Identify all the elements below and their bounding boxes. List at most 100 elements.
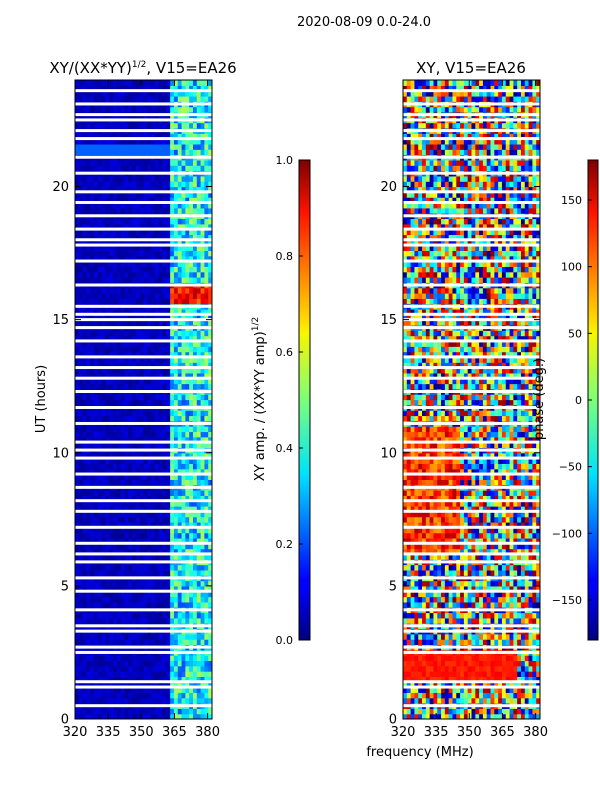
heatmap-cell <box>97 271 103 278</box>
heatmap-cell <box>97 697 103 704</box>
heatmap-cell <box>90 362 95 369</box>
heatmap-cell <box>467 639 473 646</box>
heatmap-cell <box>173 250 179 257</box>
heatmap-cell <box>151 351 156 358</box>
heatmap-cell <box>200 149 205 156</box>
heatmap-cell <box>185 308 190 315</box>
flagged-row <box>75 499 212 503</box>
heatmap-cell <box>113 335 118 342</box>
heatmap-cell <box>418 665 423 672</box>
heatmap-cell <box>147 197 152 204</box>
heatmap-cell <box>177 95 183 102</box>
heatmap-cell <box>441 713 446 719</box>
heatmap-cell <box>113 138 118 145</box>
heatmap-cell <box>135 287 141 294</box>
heatmap-cell <box>192 692 198 699</box>
heatmap-cell <box>475 687 480 693</box>
heatmap-cell <box>124 452 129 459</box>
heatmap-cell <box>139 410 145 417</box>
heatmap-cell <box>143 490 148 496</box>
heatmap-cell <box>139 122 145 129</box>
heatmap-cell <box>109 367 114 374</box>
heatmap-cell <box>173 330 179 337</box>
heatmap-cell <box>475 671 480 677</box>
heatmap-cell <box>196 308 202 315</box>
heatmap-cell <box>97 80 103 86</box>
heatmap-cell <box>177 655 183 662</box>
heatmap-cell <box>86 511 91 518</box>
heatmap-cell <box>200 687 205 693</box>
heatmap-cell <box>128 218 133 225</box>
heatmap-cell <box>204 596 209 603</box>
heatmap-cell <box>86 202 91 209</box>
heatmap-cell <box>78 553 84 560</box>
heatmap-cell <box>101 553 107 560</box>
heatmap-cell <box>463 639 469 646</box>
heatmap-cell <box>135 543 141 550</box>
heatmap-cell <box>173 585 179 592</box>
heatmap-cell <box>204 399 209 406</box>
heatmap-cell <box>166 468 171 475</box>
heatmap-cell <box>162 601 167 608</box>
heatmap-cell <box>97 394 103 401</box>
heatmap-cell <box>82 261 88 267</box>
heatmap-cell <box>120 356 126 363</box>
heatmap-cell <box>170 181 175 188</box>
heatmap-cell <box>177 293 183 299</box>
heatmap-cell <box>120 394 126 401</box>
heatmap-cell <box>532 708 537 715</box>
heatmap-cell <box>94 308 99 315</box>
heatmap-cell <box>154 239 160 246</box>
heatmap-cell <box>452 681 457 688</box>
heatmap-cell <box>94 527 99 534</box>
heatmap-cell <box>422 681 427 688</box>
heatmap-cell <box>97 197 103 204</box>
heatmap-cell <box>185 410 190 417</box>
heatmap-cell <box>132 271 137 278</box>
heatmap-cell <box>151 639 156 646</box>
heatmap-cell <box>86 543 91 550</box>
heatmap-cell <box>128 255 133 262</box>
heatmap-cell <box>143 383 148 390</box>
heatmap-cell <box>105 431 110 438</box>
heatmap-cell <box>200 458 205 464</box>
heatmap-cell <box>196 85 202 92</box>
heatmap-cell <box>78 543 84 550</box>
heatmap-cell <box>192 372 198 379</box>
heatmap-cell <box>158 490 164 496</box>
heatmap-cell <box>132 681 137 688</box>
heatmap-cell <box>147 633 152 640</box>
heatmap-cell <box>139 372 145 379</box>
heatmap-cell <box>101 442 107 449</box>
heatmap-cell <box>208 138 212 145</box>
heatmap-cell <box>109 537 114 544</box>
heatmap-cell <box>86 149 91 156</box>
heatmap-cell <box>151 122 156 129</box>
heatmap-cell <box>189 692 194 699</box>
heatmap-cell <box>94 165 99 172</box>
heatmap-cell <box>124 713 129 719</box>
heatmap-cell <box>82 697 88 704</box>
heatmap-cell <box>128 165 133 172</box>
flagged-row <box>75 200 212 204</box>
heatmap-cell <box>170 207 175 214</box>
heatmap-cell <box>189 490 194 496</box>
heatmap-cell <box>94 372 99 379</box>
heatmap-cell <box>151 218 156 225</box>
heatmap-cell <box>482 665 488 672</box>
heatmap-cell <box>460 713 465 719</box>
flagged-row <box>75 405 212 409</box>
heatmap-cell <box>135 186 141 193</box>
heatmap-cell <box>151 165 156 172</box>
heatmap-cell <box>113 351 118 358</box>
heatmap-cell <box>105 601 110 608</box>
heatmap-cell <box>132 617 137 624</box>
heatmap-cell <box>185 687 190 693</box>
heatmap-cell <box>109 639 114 646</box>
heatmap-cell <box>154 639 160 646</box>
heatmap-cell <box>501 708 507 715</box>
heatmap-cell <box>113 261 118 267</box>
heatmap-cell <box>105 175 110 182</box>
heatmap-cell <box>116 463 122 470</box>
